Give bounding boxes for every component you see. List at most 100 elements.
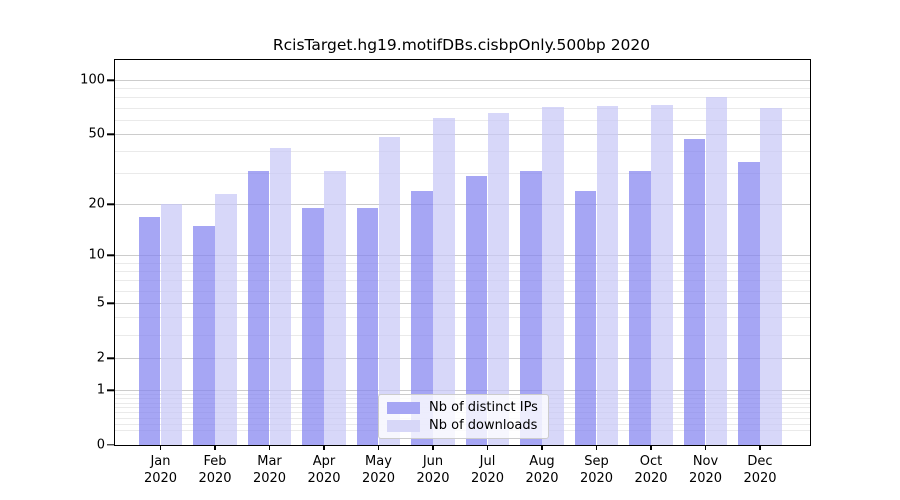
gridline-major — [115, 302, 810, 304]
gridline-minor — [115, 317, 810, 319]
bar-ips-aug — [520, 171, 542, 445]
gridline-minor — [115, 262, 810, 264]
x-tick-year: 2020 — [743, 470, 777, 486]
x-tick-label: Aug 2020 — [512, 454, 572, 487]
bar-downloads-oct — [651, 104, 673, 445]
x-tick-label: Sep 2020 — [567, 454, 627, 487]
y-tick-mark — [106, 357, 114, 359]
x-tick-label: Jul 2020 — [458, 454, 518, 487]
x-tick-label: Dec 2020 — [730, 454, 790, 487]
legend: Nb of distinct IPs Nb of downloads — [378, 394, 549, 439]
x-tick-month: Apr — [312, 454, 336, 469]
legend-item-distinct-ips: Nb of distinct IPs — [387, 400, 538, 415]
y-tick-mark — [106, 79, 114, 81]
x-tick-label: Nov 2020 — [676, 454, 736, 487]
x-tick-month: Dec — [747, 454, 773, 469]
x-tick-month: Jul — [479, 454, 496, 469]
x-tick-month: Sep — [584, 454, 609, 469]
y-tick-label: 10 — [88, 247, 105, 263]
x-tick-label: May 2020 — [349, 454, 409, 487]
bar-ips-oct — [629, 171, 651, 445]
bar-ips-sep — [574, 190, 597, 445]
gridline-minor — [115, 270, 810, 272]
legend-item-downloads: Nb of downloads — [387, 418, 538, 433]
bar-ips-nov — [683, 139, 706, 445]
bar-downloads-may — [378, 137, 401, 445]
gridline-minor — [115, 107, 810, 109]
y-tick-mark — [106, 133, 114, 135]
bar-ips-feb — [193, 225, 215, 445]
legend-swatch-distinct-ips — [387, 401, 420, 414]
y-tick-mark — [106, 302, 114, 305]
x-tick-label: Jan 2020 — [131, 454, 191, 487]
y-tick-label: 100 — [80, 72, 105, 88]
plot-area: Nb of distinct IPs Nb of downloads 100 50… — [80, 59, 811, 486]
x-tick-mark — [268, 445, 271, 450]
bar-downloads-jun — [433, 117, 455, 445]
bar-downloads-nov — [705, 96, 728, 445]
y-tick-label: 20 — [88, 196, 105, 212]
bar-ips-jan — [138, 216, 161, 445]
x-tick-mark — [541, 445, 543, 450]
x-tick-label: Apr 2020 — [294, 454, 354, 487]
x-tick-mark — [650, 445, 652, 450]
bar-ips-dec — [738, 161, 760, 445]
x-tick-year: 2020 — [307, 470, 341, 486]
x-tick-month: Jan — [150, 454, 171, 469]
gridline-minor — [115, 87, 810, 89]
x-tick-month: May — [365, 454, 392, 469]
x-tick-mark — [377, 445, 380, 450]
gridline-minor — [115, 290, 810, 292]
x-tick-label: Feb 2020 — [185, 454, 245, 487]
x-tick-month: Nov — [692, 454, 719, 469]
bar-downloads-aug — [542, 106, 564, 445]
gridline-major — [115, 254, 810, 256]
y-tick-mark — [106, 389, 114, 391]
bar-downloads-mar — [269, 147, 292, 445]
x-tick-year: 2020 — [143, 470, 178, 486]
x-tick-year: 2020 — [361, 470, 396, 486]
y-tick-label: 1 — [96, 382, 105, 398]
gridline-minor — [115, 97, 810, 99]
x-tick-mark — [323, 445, 325, 450]
bar-downloads-sep — [596, 105, 619, 445]
x-tick-year: 2020 — [198, 470, 232, 486]
gridline-major — [115, 203, 810, 205]
x-tick-mark — [704, 445, 707, 450]
x-tick-month: Mar — [257, 454, 282, 469]
legend-label-distinct-ips: Nb of distinct IPs — [429, 400, 538, 415]
bar-ips-jun — [411, 190, 433, 445]
x-tick-month: Oct — [639, 454, 663, 469]
y-tick-mark — [106, 203, 114, 206]
bar-downloads-feb — [215, 193, 237, 445]
y-tick-label: 0 — [96, 437, 105, 453]
y-tick-mark — [106, 444, 114, 446]
x-tick-mark — [159, 445, 162, 450]
bar-ips-mar — [247, 171, 270, 445]
x-tick-mark — [486, 445, 489, 450]
x-tick-label: Mar 2020 — [240, 454, 300, 487]
gridline-minor — [115, 334, 810, 336]
x-tick-month: Jun — [422, 454, 444, 469]
legend-swatch-downloads — [387, 419, 420, 432]
gridline-major — [115, 389, 810, 391]
x-tick-year: 2020 — [579, 470, 614, 486]
bar-downloads-jan — [160, 204, 183, 445]
gridline-minor — [115, 173, 810, 175]
gridline-minor — [115, 280, 810, 282]
x-tick-mark — [595, 445, 598, 450]
y-tick-label: 50 — [88, 126, 105, 142]
x-tick-label: Jun 2020 — [403, 454, 463, 487]
x-tick-year: 2020 — [634, 470, 668, 486]
bar-ips-jul — [465, 176, 488, 445]
legend-label-downloads: Nb of downloads — [429, 418, 538, 433]
bar-ips-may — [356, 208, 379, 445]
bar-ips-apr — [302, 208, 324, 445]
y-tick-label: 5 — [96, 295, 105, 311]
x-tick-year: 2020 — [470, 470, 505, 486]
gridline-major — [115, 79, 810, 81]
bar-downloads-dec — [760, 108, 782, 445]
chart-title: RcisTarget.hg19.motifDBs.cisbpOnly.500bp… — [272, 36, 651, 54]
x-tick-year: 2020 — [416, 470, 450, 486]
